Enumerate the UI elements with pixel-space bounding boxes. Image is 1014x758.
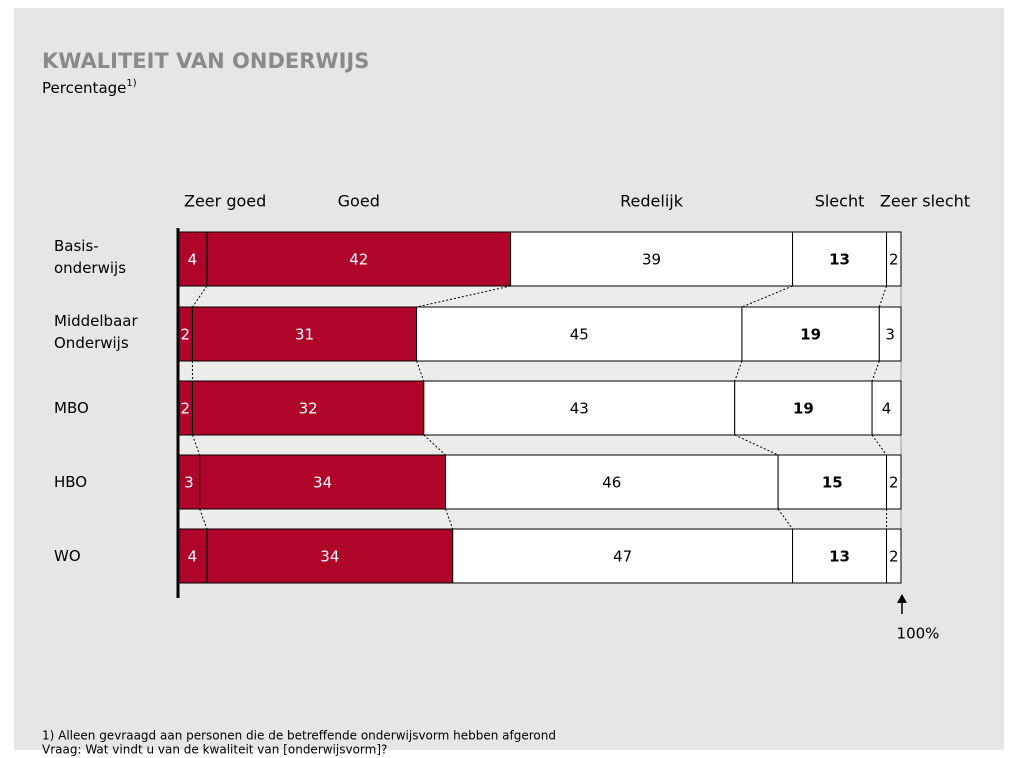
value-label: 2 bbox=[889, 474, 899, 492]
connector bbox=[777, 508, 793, 530]
legend-label: Goed bbox=[338, 192, 380, 211]
bar-segment bbox=[191, 306, 418, 362]
chart-title: KWALITEIT VAN ONDERWIJS bbox=[42, 49, 369, 73]
value-label: 39 bbox=[642, 251, 661, 269]
connector bbox=[416, 360, 425, 382]
value-label: 4 bbox=[882, 400, 892, 418]
bar-segment bbox=[177, 528, 208, 584]
connector bbox=[741, 285, 793, 308]
category-label: Basis- onderwijs bbox=[54, 237, 126, 277]
arrow-head bbox=[897, 594, 907, 603]
category-label: Middelbaar Onderwijs bbox=[54, 312, 142, 352]
bar-segment bbox=[871, 380, 902, 436]
chart-subtitle: Percentage1) bbox=[42, 78, 137, 97]
legend-label: Slecht bbox=[815, 192, 865, 211]
value-label: 4 bbox=[188, 548, 198, 566]
connector bbox=[199, 508, 208, 530]
value-label: 4 bbox=[188, 251, 198, 269]
connector bbox=[192, 285, 208, 308]
value-label: 42 bbox=[349, 251, 368, 269]
subtitle-text: Percentage bbox=[42, 79, 126, 97]
value-label: 2 bbox=[180, 326, 190, 344]
bar-segment bbox=[777, 454, 888, 510]
bar-segment bbox=[734, 380, 873, 436]
category-label: HBO bbox=[54, 473, 87, 491]
value-label: 2 bbox=[889, 548, 899, 566]
value-label: 3 bbox=[184, 474, 194, 492]
value-label: 19 bbox=[800, 326, 821, 344]
value-label: 34 bbox=[313, 474, 332, 492]
gap-strip bbox=[177, 434, 902, 456]
value-label: 34 bbox=[320, 548, 339, 566]
value-label: 13 bbox=[829, 548, 850, 566]
value-label: 46 bbox=[602, 474, 621, 492]
value-label: 2 bbox=[889, 251, 899, 269]
category-line: onderwijs bbox=[54, 259, 126, 277]
value-label: 45 bbox=[570, 326, 589, 344]
connector bbox=[871, 434, 887, 456]
bar-segment bbox=[177, 231, 208, 287]
bar-segment bbox=[886, 454, 902, 510]
bar-segment bbox=[191, 380, 425, 436]
bar-segment bbox=[886, 231, 902, 287]
category-line: Middelbaar bbox=[54, 312, 142, 330]
gap-strip bbox=[177, 360, 902, 382]
bar-segment bbox=[416, 306, 743, 362]
bar-segment bbox=[445, 454, 779, 510]
bar-segment bbox=[792, 528, 888, 584]
value-label: 2 bbox=[180, 400, 190, 418]
value-label: 43 bbox=[570, 400, 589, 418]
bar-segment bbox=[886, 528, 902, 584]
connector bbox=[423, 434, 446, 456]
category-line: HBO bbox=[54, 473, 87, 491]
legend-label: Redelijk bbox=[620, 192, 684, 211]
annotation: 100% bbox=[897, 625, 940, 643]
gap-strip bbox=[177, 508, 902, 530]
legend-label: Zeer slecht bbox=[880, 192, 970, 211]
bar-segment bbox=[452, 528, 794, 584]
bar-segment bbox=[199, 454, 447, 510]
value-label: 31 bbox=[295, 326, 314, 344]
bar-segment bbox=[792, 231, 888, 287]
category-line: Onderwijs bbox=[54, 334, 129, 352]
gap-strip bbox=[177, 285, 902, 308]
connector bbox=[871, 360, 880, 382]
value-label: 15 bbox=[822, 474, 843, 492]
bar-segment bbox=[423, 380, 736, 436]
bar-segment bbox=[510, 231, 794, 287]
bar-segment bbox=[878, 306, 902, 362]
connector bbox=[734, 360, 743, 382]
footnote: Vraag: Wat vindt u van de kwaliteit van … bbox=[42, 743, 387, 757]
category-line: WO bbox=[54, 547, 81, 565]
connector bbox=[416, 285, 511, 308]
connector bbox=[445, 508, 454, 530]
category-line: Basis- bbox=[54, 237, 103, 255]
subtitle-sup: 1) bbox=[126, 78, 136, 89]
bar-segment bbox=[206, 528, 454, 584]
category-line: MBO bbox=[54, 399, 89, 417]
value-label: 19 bbox=[793, 400, 814, 418]
footnote: 1) Alleen gevraagd aan personen die de b… bbox=[42, 729, 556, 743]
bar-segment bbox=[206, 231, 512, 287]
category-label: MBO bbox=[54, 399, 89, 417]
value-label: 13 bbox=[829, 251, 850, 269]
value-label: 47 bbox=[613, 548, 632, 566]
value-label: 3 bbox=[885, 326, 895, 344]
connector bbox=[191, 434, 201, 456]
value-label: 32 bbox=[299, 400, 318, 418]
category-label: WO bbox=[54, 547, 81, 565]
legend-label: Zeer goed bbox=[184, 192, 266, 211]
bar-segment bbox=[741, 306, 880, 362]
